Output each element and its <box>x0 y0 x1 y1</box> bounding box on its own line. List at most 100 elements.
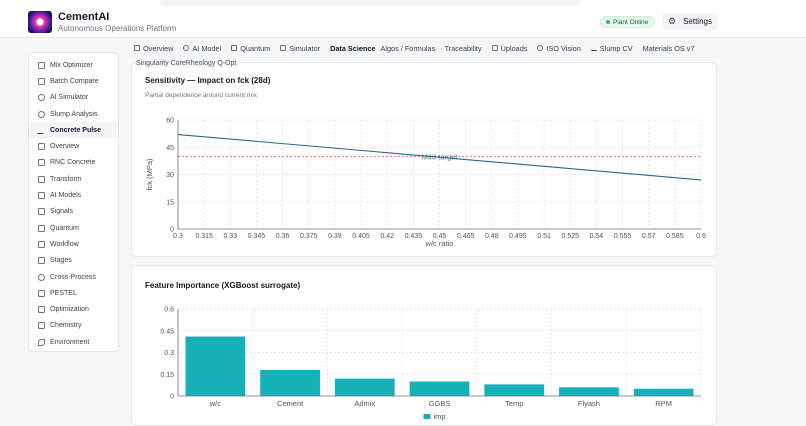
ai-model-icon <box>183 45 190 51</box>
y-tick-label: 0.3 <box>164 350 174 357</box>
sidebar-item-label: RNC Concrete <box>50 159 96 167</box>
breadcrumb: Singularity CoreRheology Q-Opt <box>136 60 239 67</box>
x-tick-label: 0.315 <box>195 233 213 240</box>
sidebar-item-slump-analysis[interactable]: Slump Analysis <box>29 106 118 122</box>
sidebar-item-label: Environment <box>50 338 90 346</box>
sidebar-item-label: Signals <box>50 208 73 216</box>
gear-icon: ⚙ <box>668 16 677 26</box>
sidebar-item-label: Batch Compare <box>50 77 99 85</box>
sidebar-item-quantum[interactable]: Quantum <box>29 220 118 236</box>
sidebar-item-ai-simulator[interactable]: AI Simulator <box>29 90 118 106</box>
tab-uploads[interactable]: Uploads <box>491 43 528 53</box>
tab-overview[interactable]: Overview <box>134 44 173 53</box>
x-tick-label: GGBS <box>429 399 451 408</box>
x-tick-label: 0.435 <box>405 233 423 240</box>
app-title: CementAI <box>58 11 110 23</box>
sidebar-item-batch-compare[interactable]: Batch Compare <box>29 73 118 89</box>
grid-icon <box>38 159 45 167</box>
tab-label: AI Model <box>192 43 222 53</box>
series-line <box>177 133 702 181</box>
bar <box>334 378 395 396</box>
sidebar-item-overview[interactable]: Overview <box>29 138 118 154</box>
sensitivity-line-chart: 0.3 0.315 0.33 0.345 0.36 0.375 0.39 0.405 0.42 0… <box>145 118 706 249</box>
sensitivity-card: Sensitivity — Impact on fck (28d) Partia… <box>131 62 717 257</box>
bar <box>185 336 246 396</box>
y-tick-label: 30 <box>166 172 174 179</box>
y-tick-label: 0 <box>170 394 174 401</box>
sensitivity-subtitle: Partial dependence around current mix <box>145 92 258 99</box>
sidebar: Mix Optimizer Batch Compare AI Simulator… <box>28 52 119 352</box>
sidebar-item-label: Stages <box>50 257 72 265</box>
sidebar-item-environment[interactable]: Environment <box>29 334 118 350</box>
sidebar-item-chemistry[interactable]: Chemistry <box>29 318 118 334</box>
workflow-icon <box>38 240 45 248</box>
tab-label: Algos / Formulas <box>380 43 436 53</box>
feature-importance-title: Feature Importance (XGBoost surrogate) <box>145 281 301 290</box>
x-tick-label: 0.54 <box>590 233 604 240</box>
sidebar-item-ai-models[interactable]: AI Models <box>29 187 118 203</box>
feature-importance-bar-chart: 0 0.15 0.3 0.45 0.6 w/c Cement Admix GGBS Temp Fly… <box>160 307 702 421</box>
bar <box>260 369 320 396</box>
sidebar-item-concrete-pulse[interactable]: Concrete Pulse <box>29 122 118 139</box>
status-badge: Plant Online <box>600 16 656 28</box>
tab-label: ISO Vision <box>546 43 581 53</box>
share-icon <box>38 273 45 281</box>
tab-data-science[interactable]: Data Science <box>330 44 375 53</box>
tab-algos-formulas[interactable]: Algos / Formulas <box>381 44 436 53</box>
pulse-icon <box>36 126 47 134</box>
sidebar-item-label: Quantum <box>50 224 79 232</box>
tab-ai-model[interactable]: AI Model <box>183 44 221 53</box>
x-tick-label: 0.33 <box>223 233 237 240</box>
sidebar-item-optimization[interactable]: Optimization <box>29 301 118 317</box>
tab-label: Quantum <box>240 43 271 53</box>
settings-label: Settings <box>683 17 712 26</box>
x-tick-label: 0.525 <box>561 233 579 240</box>
x-tick-label: 0.555 <box>614 233 632 240</box>
sidebar-item-label: Slump Analysis <box>50 110 98 118</box>
layers-icon <box>38 257 45 265</box>
tab-label: · Traceability <box>440 43 482 53</box>
tab-iso-vision[interactable]: ISO Vision <box>537 43 581 53</box>
sidebar-item-cross-process[interactable]: Cross-Process <box>29 269 118 285</box>
tab-label: Materials OS v7 <box>642 43 695 53</box>
grid-icon <box>38 208 45 216</box>
tab-traceability[interactable]: · Traceability <box>440 44 481 53</box>
x-axis-label: w/c ratio <box>425 239 454 248</box>
sidebar-item-stages[interactable]: Stages <box>29 253 118 269</box>
sidebar-item-label: Optimization <box>50 306 89 314</box>
x-tick-label: 0.36 <box>276 233 290 240</box>
compare-icon <box>38 77 45 85</box>
app-logo <box>28 11 52 33</box>
tab-materials-os[interactable]: Materials OS v7 <box>643 44 695 53</box>
sidebar-item-workflow[interactable]: Workflow <box>29 236 118 252</box>
y-tick-label: 45 <box>166 145 174 152</box>
tab-label: Uploads <box>500 43 528 53</box>
x-tick-label: RPM <box>655 399 672 408</box>
tab-quantum[interactable]: Quantum <box>231 44 270 53</box>
sidebar-item-signals[interactable]: Signals <box>29 204 118 220</box>
settings-button[interactable]: ⚙ Settings <box>662 13 718 30</box>
sidebar-item-transform[interactable]: Transform <box>29 171 118 187</box>
sidebar-item-pestel[interactable]: PESTEL <box>29 285 118 301</box>
quantum-icon <box>231 45 238 51</box>
leaf-icon <box>38 338 45 346</box>
sidebar-item-label: Cross-Process <box>50 273 96 281</box>
sidebar-item-mix-optimizer[interactable]: Mix Optimizer <box>29 57 118 73</box>
x-tick-label: 0.42 <box>380 233 394 240</box>
x-tick-label: 0.405 <box>352 233 370 240</box>
file-icon <box>38 175 45 183</box>
bar <box>633 388 694 396</box>
x-tick-label: 0.375 <box>300 233 318 240</box>
sidebar-item-label: Chemistry <box>50 322 82 330</box>
overview-icon <box>134 45 140 51</box>
x-tick-label: 0.45 <box>433 233 447 240</box>
sidebar-item-label: AI Simulator <box>50 94 89 102</box>
header-search-bar[interactable] <box>160 0 580 6</box>
y-tick-label: 15 <box>166 199 174 206</box>
y-tick-label: 0.15 <box>160 372 174 379</box>
tab-simulator[interactable]: Simulator <box>280 44 320 53</box>
sidebar-item-rnc-concrete[interactable]: RNC Concrete <box>29 155 118 171</box>
bar <box>409 381 470 396</box>
sidebar-item-label: Concrete Pulse <box>50 126 101 134</box>
tab-slump-cv[interactable]: Slump CV <box>590 44 633 53</box>
